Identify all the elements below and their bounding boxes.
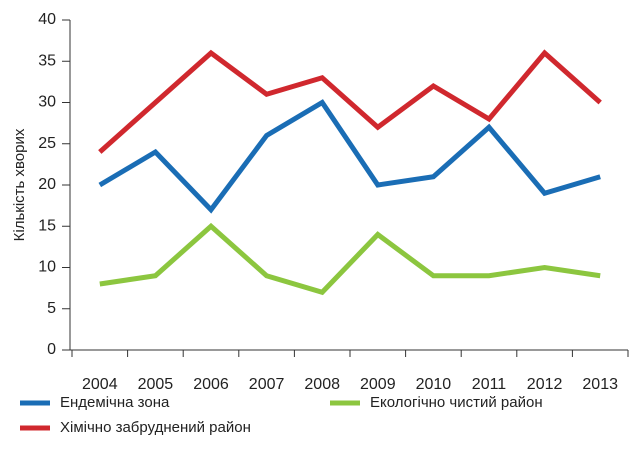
y-tick-label: 5 [47, 300, 56, 317]
legend-swatch [20, 425, 50, 431]
x-tick-label: 2006 [193, 376, 229, 393]
x-tick-label: 2005 [138, 376, 174, 393]
legend-label: Екологічно чистий район [370, 394, 543, 411]
x-tick-label: 2008 [304, 376, 340, 393]
y-tick-label: 40 [38, 11, 56, 28]
x-tick-label: 2007 [249, 376, 285, 393]
y-tick-label: 35 [38, 52, 56, 69]
series-line [99, 222, 601, 296]
series-line [98, 49, 602, 154]
x-tick-label: 2004 [82, 376, 118, 393]
x-tick-label: 2011 [472, 376, 507, 393]
series-line [98, 99, 601, 214]
legend-swatch [330, 400, 360, 406]
y-tick-label: 0 [47, 341, 56, 358]
y-tick-label: 15 [38, 217, 56, 234]
legend-swatch [20, 400, 50, 406]
y-tick-label: 30 [38, 94, 56, 111]
legend-label: Хімічно забруднений район [60, 419, 251, 436]
y-axis-label: Кількість хворих [11, 128, 28, 241]
x-tick-label: 2012 [527, 376, 563, 393]
legend-label: Ендемічна зона [60, 394, 170, 411]
y-tick-label: 25 [38, 135, 56, 152]
x-tick-label: 2013 [582, 376, 618, 393]
y-tick-label: 10 [38, 259, 56, 276]
y-tick-label: 20 [38, 176, 56, 193]
x-tick-label: 2010 [416, 376, 452, 393]
x-tick-label: 2009 [360, 376, 396, 393]
